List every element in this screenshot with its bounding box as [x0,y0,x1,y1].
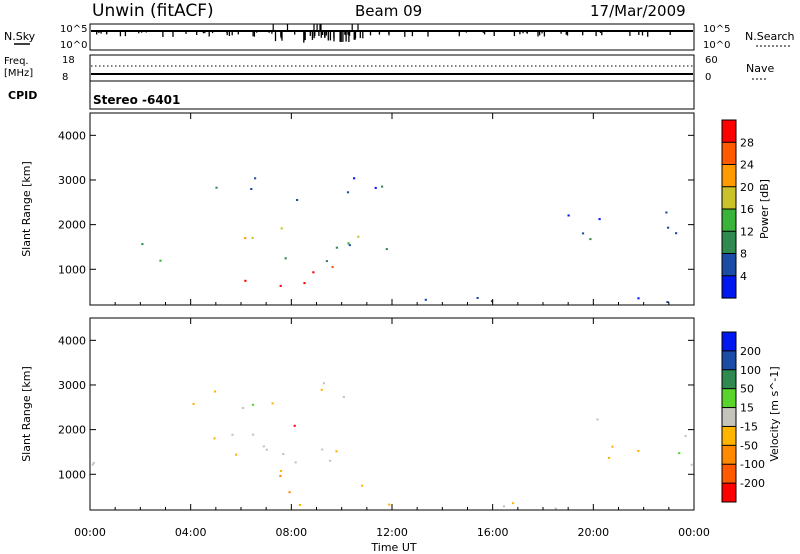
y-tick-label: 4000 [58,334,86,347]
data-region-4 [293,424,296,427]
velocity-panel-frame [89,317,695,511]
colorbar-swatch [722,275,736,299]
freq-unit: [MHz] [4,68,33,79]
velocity-colorbar: 200 100 50 15 -15 -50 -100 -200 [721,331,765,503]
data-region-4 [424,297,669,303]
freq-panel-frame [89,54,695,82]
colorbar-tick-label: 28 [740,136,754,149]
y-tick-label: 4000 [58,129,86,142]
date-title: 17/Mar/2009 [590,2,686,20]
power-panel-frame [89,112,695,306]
y-tick-label: 3000 [58,379,86,392]
x-tick-label: 20:00 [577,526,609,539]
colorbar-tick-label: 100 [740,364,761,377]
colorbar-swatch [722,483,736,503]
colorbar-swatch [722,426,736,446]
velocity-ylabel: Slant Range [km] [20,366,33,462]
colorbar-tick-label: 24 [740,159,754,172]
colorbar-tick-label: -15 [740,420,758,433]
colorbar-swatch [722,164,736,188]
colorbar-tick-label: 16 [740,203,754,216]
colorbar-swatch [722,209,736,232]
colorbar-swatch [722,388,736,409]
colorbar-tick-label: -50 [740,439,758,452]
data-region-3 [279,461,364,494]
x-tick-label: 12:00 [376,526,408,539]
data-region-2 [192,382,345,409]
colorbar-tick-label: 4 [740,270,747,283]
x-axis-title: Time UT [370,541,416,554]
data-region-0 [141,243,388,263]
nave-tick-bottom: 0 [705,72,711,83]
nsearch-tick-bottom: 10^0 [703,40,730,51]
data-region-3 [244,266,334,287]
nsky-label: N.Sky [4,30,36,43]
beam-title: Beam 09 [355,2,422,20]
data-region-6 [596,418,693,466]
cpid-value: Stereo -6401 [93,93,180,107]
colorbar-swatch [722,464,736,484]
data-region-1 [244,227,360,245]
nsky-tick-bottom: 10^0 [60,40,87,51]
colorbar-swatch [722,332,736,352]
power-ylabel: Slant Range [km] [20,161,33,257]
velocity-scatter [91,382,693,510]
power-colorbar: 4 8 12 16 20 24 28 [721,119,754,299]
colorbar-swatch [722,231,736,255]
data-region-2 [215,177,384,201]
cpid-label: CPID [8,89,37,102]
colorbar-tick-label: -100 [740,458,765,471]
colorbar-swatch [722,350,736,371]
x-tick-label: 00:00 [74,526,106,539]
data-region-5 [567,211,678,241]
freq-tick-top: 18 [62,55,75,66]
cpid-panel-frame [89,80,695,110]
x-tick-label: 16:00 [477,526,509,539]
y-tick-label: 2000 [58,219,86,232]
velocity-y-axis: 1000 2000 3000 4000 [58,334,694,481]
nave-label: Nave [746,62,774,75]
colorbar-swatch [722,369,736,390]
time-x-axis: 00:00 04:00 08:00 12:00 16:00 20:00 00:00 [74,113,710,539]
power-colorbar-label: Power [dB] [758,179,771,239]
colorbar-tick-label: 50 [740,383,754,396]
colorbar-tick-label: 8 [740,248,747,261]
freq-tick-bottom: 8 [62,72,68,83]
velocity-colorbar-label: Velocity [m s^-1] [768,366,781,461]
power-scatter [141,177,678,303]
y-tick-label: 2000 [58,424,86,437]
data-region-0 [91,448,338,466]
x-tick-label: 04:00 [175,526,207,539]
y-tick-label: 1000 [58,468,86,481]
power-y-axis: 1000 2000 3000 4000 [58,129,694,276]
colorbar-tick-label: -200 [740,477,765,490]
colorbar-tick-label: 20 [740,181,754,194]
colorbar-swatch [722,186,736,210]
colorbar-tick-label: 15 [740,402,754,415]
x-tick-label: 00:00 [678,526,710,539]
nsearch-label: N.Search [745,30,795,43]
nsearch-tick-top: 10^5 [703,24,730,35]
nsky-tick-top: 10^5 [60,24,87,35]
nave-tick-top: 60 [705,55,718,66]
colorbar-swatch [722,142,736,166]
colorbar-swatch [722,120,736,143]
freq-label: Freq. [4,56,29,67]
data-region-1 [213,433,324,451]
y-tick-label: 3000 [58,174,86,187]
nsky-trace [91,24,693,43]
nsky-panel-frame [89,23,695,51]
colorbar-swatch [722,253,736,277]
colorbar-tick-label: 12 [740,225,754,238]
y-tick-label: 1000 [58,263,86,276]
colorbar-tick-label: 200 [740,345,761,358]
station-title: Unwin (fitACF) [92,1,214,21]
colorbar-swatch [722,445,736,465]
data-region-5 [298,502,557,510]
colorbar-swatch [722,407,736,427]
x-tick-label: 08:00 [275,526,307,539]
